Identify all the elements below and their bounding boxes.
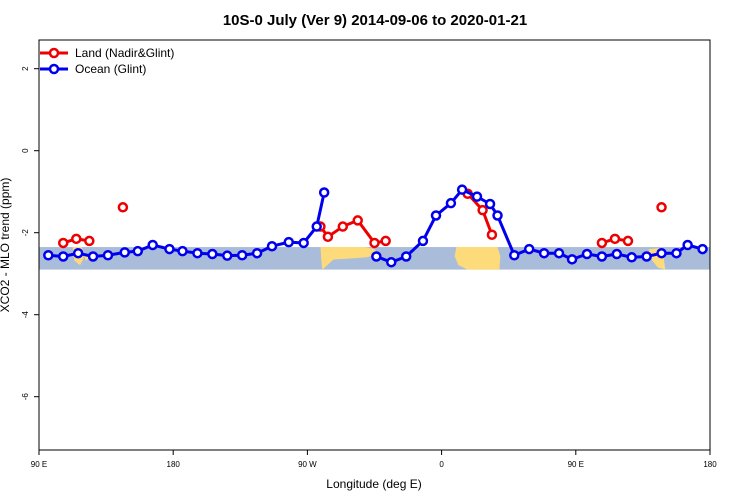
data-point-ocean [430, 210, 442, 221]
data-point-land [352, 215, 363, 226]
data-point-ocean [484, 198, 496, 210]
data-point-ocean [386, 256, 397, 268]
data-point-ocean [318, 187, 330, 198]
data-point-ocean [626, 252, 637, 263]
series-layer [43, 184, 708, 268]
data-point-ocean [492, 210, 503, 221]
data-point-land [596, 237, 608, 249]
y-tick-label: -4 [21, 311, 30, 319]
legend-item-ocean: Ocean (Glint) [40, 62, 146, 76]
legend-marker-land [48, 47, 60, 59]
data-point-ocean [445, 197, 457, 209]
series-line-ocean [48, 192, 326, 258]
data-point-land [477, 204, 488, 216]
data-point-ocean [553, 247, 565, 259]
y-tick-label: 0 [21, 148, 30, 153]
y-tick-label: -2 [21, 229, 30, 237]
data-point-ocean [523, 243, 535, 255]
data-point-ocean [371, 251, 382, 262]
data-point-ocean [682, 239, 693, 251]
data-point-ocean [236, 250, 248, 261]
data-point-ocean [656, 247, 667, 259]
x-axis: 90 E 180 90 W 0 90 E 180 [31, 450, 717, 469]
data-point-ocean [207, 248, 218, 260]
x-tick-label: 90 E [31, 460, 47, 469]
data-point-ocean [298, 237, 309, 249]
data-point-ocean [596, 251, 608, 262]
data-point-land [656, 202, 667, 213]
legend-label-ocean: Ocean (Glint) [75, 62, 146, 76]
data-point-ocean [222, 250, 233, 261]
data-point-ocean [87, 251, 99, 262]
series-ocean [43, 184, 708, 268]
data-point-ocean [147, 239, 158, 251]
data-point-ocean [72, 247, 84, 259]
x-tick-label: 180 [703, 460, 717, 469]
plot-area [39, 184, 710, 270]
data-point-ocean [671, 247, 682, 259]
data-point-ocean [57, 251, 69, 262]
data-point-ocean [641, 251, 652, 262]
x-tick-label: 90 W [298, 460, 317, 469]
x-tick-label: 90 E [568, 460, 584, 469]
data-point-ocean [581, 248, 593, 260]
data-point-ocean [611, 248, 623, 260]
y-axis-label: XCO2 - MLO trend (ppm) [0, 178, 12, 313]
data-point-land [486, 229, 498, 240]
data-point-land [84, 235, 95, 247]
legend: Land (Nadir&Glint) Ocean (Glint) [40, 46, 174, 76]
plot-frame [38, 39, 711, 451]
data-point-ocean [266, 240, 278, 252]
land-mask [454, 247, 501, 270]
data-point-ocean [566, 254, 578, 265]
x-tick-label: 0 [439, 460, 444, 469]
data-point-ocean [509, 250, 520, 261]
y-axis: 2 0 -2 -4 -6 [21, 66, 39, 400]
data-point-land [337, 221, 349, 232]
data-point-ocean [417, 235, 429, 247]
data-point-ocean [400, 251, 412, 262]
data-point-land [57, 237, 69, 249]
chart-title: 10S-0 July (Ver 9) 2014-09-06 to 2020-01… [223, 12, 527, 29]
data-point-land [71, 233, 82, 245]
legend-item-land: Land (Nadir&Glint) [40, 46, 174, 60]
data-point-ocean [456, 184, 468, 195]
legend-label-land: Land (Nadir&Glint) [75, 46, 174, 60]
data-point-ocean [251, 247, 263, 259]
y-tick-label: 2 [21, 66, 30, 71]
data-point-land [322, 231, 334, 243]
data-point-land [369, 237, 380, 249]
data-point-land [117, 202, 129, 213]
data-point-ocean [164, 243, 175, 255]
data-point-ocean [192, 247, 203, 259]
series-land [57, 188, 667, 249]
data-point-ocean [102, 250, 114, 261]
data-point-ocean [119, 247, 130, 258]
data-point-land [609, 233, 621, 245]
data-point-ocean [283, 236, 295, 248]
data-point-land [380, 235, 391, 247]
data-point-ocean [132, 245, 144, 257]
data-point-ocean [471, 191, 483, 202]
land-mask [320, 247, 379, 270]
x-axis-label: Longitude (deg E) [326, 477, 421, 491]
x-tick-label: 180 [167, 460, 181, 469]
data-point-ocean [311, 221, 322, 232]
data-point-ocean [697, 243, 708, 255]
y-tick-label: -6 [21, 393, 30, 401]
data-point-land [622, 235, 634, 247]
data-point-ocean [177, 245, 188, 257]
data-point-ocean [538, 247, 550, 259]
legend-marker-ocean [48, 63, 60, 75]
data-point-ocean [43, 250, 54, 261]
